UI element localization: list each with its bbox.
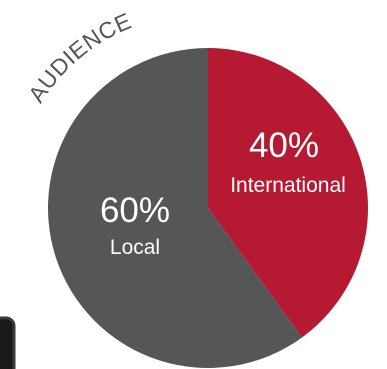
- international-percent-label: 40%: [249, 126, 319, 165]
- local-percent-label: 60%: [100, 191, 170, 230]
- international-category-label: International: [230, 174, 346, 197]
- pie-slice-international: [208, 48, 369, 338]
- pie-slices: [48, 48, 369, 368]
- dark-corner-frame: [0, 316, 16, 369]
- local-category-label: Local: [110, 236, 160, 259]
- pie-slice-local: [48, 48, 303, 368]
